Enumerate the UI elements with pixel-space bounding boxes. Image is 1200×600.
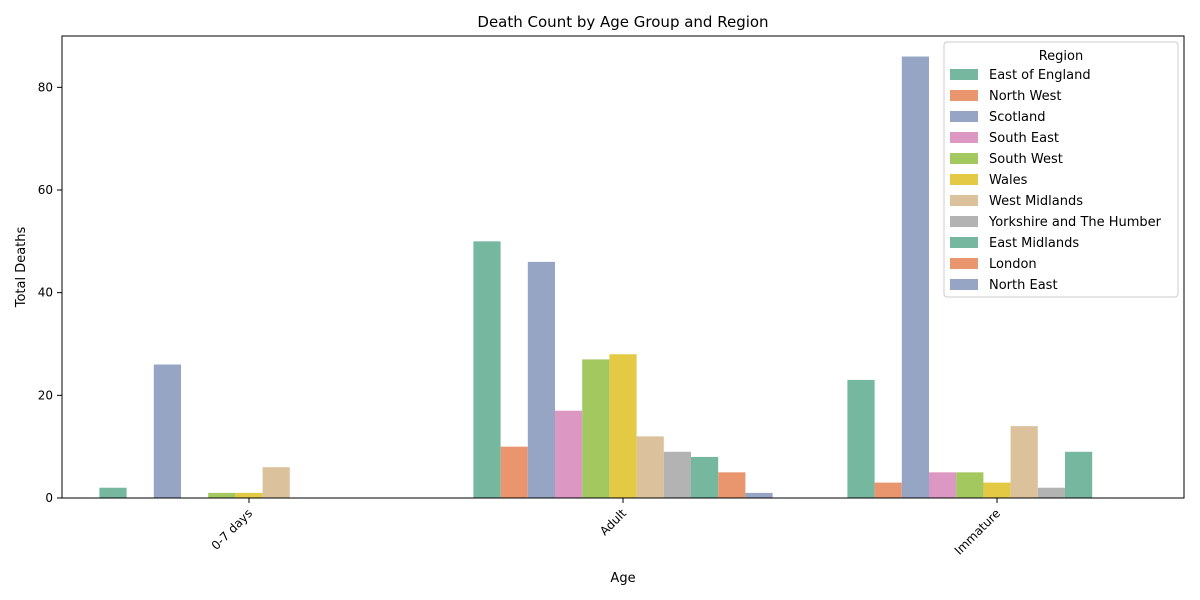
legend-label: East of England — [989, 68, 1091, 83]
bar — [1037, 487, 1065, 498]
legend-swatch — [950, 216, 978, 227]
legend-label: East Midlands — [989, 236, 1079, 251]
bar — [1010, 426, 1038, 498]
legend-label: North East — [989, 278, 1058, 293]
y-tick-label: 40 — [38, 286, 53, 300]
bar — [691, 456, 719, 498]
x-tick-label: Adult — [597, 506, 629, 538]
legend-items: East of England North West Scotland South E… — [950, 68, 1162, 293]
y-tick-label: 0 — [45, 491, 53, 505]
bar — [1065, 451, 1093, 498]
bar — [929, 472, 957, 498]
legend-label: Wales — [989, 173, 1028, 188]
bar — [745, 492, 773, 498]
x-tick-label: 0-7 days — [209, 506, 255, 552]
legend-swatch — [950, 111, 978, 122]
bar — [663, 451, 691, 498]
bar — [555, 410, 583, 498]
legend-swatch — [950, 279, 978, 290]
legend-frame — [943, 41, 1179, 298]
bar — [609, 354, 637, 498]
x-axis: 0-7 days Adult Immature — [209, 498, 1003, 558]
y-tick-label: 80 — [38, 80, 53, 94]
legend-swatch — [950, 69, 978, 80]
legend-label: Yorkshire and The Humber — [988, 215, 1162, 230]
y-tick-label: 60 — [38, 183, 53, 197]
legend-label: South East — [989, 131, 1059, 146]
legend-label: Scotland — [989, 110, 1046, 125]
bar — [527, 261, 555, 498]
legend-label: South West — [989, 152, 1063, 167]
legend-swatch — [950, 258, 978, 269]
legend-swatch — [950, 90, 978, 101]
x-axis-label: Age — [610, 571, 635, 586]
bar — [500, 446, 528, 498]
bar — [473, 241, 501, 498]
bar — [208, 492, 236, 498]
legend-label: West Midlands — [989, 194, 1083, 209]
legend-swatch — [950, 132, 978, 143]
bar — [874, 482, 902, 498]
y-axis: 0 20 40 60 80 — [38, 80, 62, 505]
chart-title: Death Count by Age Group and Region — [477, 13, 768, 31]
legend-swatch — [950, 237, 978, 248]
bar — [847, 379, 875, 498]
bar — [235, 492, 263, 498]
legend-label: North West — [989, 89, 1061, 104]
legend-swatch — [950, 195, 978, 206]
bar — [582, 359, 610, 498]
bar — [956, 472, 984, 498]
legend-swatch — [950, 174, 978, 185]
bar — [262, 467, 290, 498]
y-axis-label: Total Deaths — [14, 226, 29, 308]
legend-swatch — [950, 153, 978, 164]
bar — [153, 364, 181, 498]
legend-label: London — [989, 257, 1037, 272]
bar — [636, 436, 664, 498]
bar — [983, 482, 1011, 498]
bar — [901, 56, 929, 498]
bars-group — [99, 56, 1093, 498]
bar — [99, 487, 127, 498]
y-tick-label: 20 — [38, 388, 53, 402]
x-tick-label: Immature — [952, 506, 1003, 557]
legend: Region East of England North West Scotland… — [943, 41, 1179, 298]
bar — [718, 472, 746, 498]
legend-title: Region — [1039, 49, 1084, 64]
